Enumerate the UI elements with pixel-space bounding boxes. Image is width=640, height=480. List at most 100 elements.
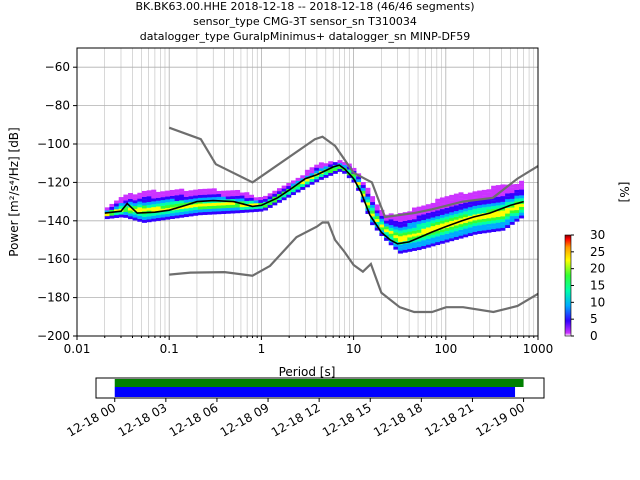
density-cell (509, 192, 515, 197)
density-cell (249, 206, 255, 210)
density-cell (514, 192, 520, 196)
density-cell (290, 189, 296, 193)
density-cell (430, 205, 436, 209)
density-cell (202, 211, 208, 215)
density-cell (244, 200, 250, 204)
density-cell (411, 236, 417, 240)
density-cell (519, 215, 525, 219)
density-cell (393, 217, 399, 221)
density-cell (169, 201, 175, 205)
density-cell (435, 198, 441, 202)
density-cell (123, 200, 129, 204)
density-cell (188, 210, 194, 214)
density-cell (165, 207, 171, 211)
density-cell (146, 190, 152, 194)
density-cell (174, 192, 180, 196)
density-cell (202, 188, 208, 192)
density-cell (174, 197, 180, 202)
density-cell (137, 204, 143, 208)
density-cell (472, 205, 478, 209)
density-cell (128, 198, 133, 202)
density-cell (342, 162, 348, 166)
density-cell (486, 229, 492, 233)
density-cell (267, 196, 273, 200)
density-cell (425, 235, 431, 239)
density-cell (188, 198, 194, 203)
density-cell (356, 179, 362, 183)
density-cell (458, 226, 464, 230)
density-cell (253, 208, 259, 212)
density-cell (309, 175, 315, 179)
density-cell (379, 224, 385, 228)
density-cell (416, 215, 422, 219)
density-cell (402, 226, 408, 230)
density-cell (183, 193, 189, 197)
density-cell (463, 193, 469, 197)
density-cell (216, 190, 222, 195)
density-cell (416, 244, 422, 248)
density-cell (379, 212, 385, 216)
density-cell (123, 197, 129, 201)
density-cell (477, 196, 483, 200)
density-cell (179, 205, 185, 210)
density-cell (411, 224, 417, 228)
density-cell (216, 211, 222, 215)
density-cell (411, 207, 417, 211)
density-cell (309, 173, 315, 177)
density-cell (379, 232, 385, 237)
density-cell (323, 163, 329, 167)
density-cell (505, 224, 511, 229)
density-cell (216, 208, 222, 212)
density-cell (365, 190, 371, 194)
density-cell (314, 164, 320, 168)
density-cell (388, 213, 394, 217)
density-cell (519, 189, 525, 193)
density-cell (165, 193, 171, 197)
density-cell (174, 189, 180, 193)
timeline-tick-label: 12-18 00 (65, 400, 119, 439)
density-cell (407, 222, 413, 226)
density-cell (202, 206, 208, 210)
density-cell (249, 200, 255, 204)
density-cell (393, 243, 399, 247)
density-cell (151, 201, 157, 205)
density-cell (486, 189, 492, 193)
density-cell (151, 198, 157, 202)
density-cell (137, 210, 143, 214)
colorbar-tick-label: 0 (590, 329, 598, 343)
density-cell (458, 206, 464, 210)
colorbar-tick-label: 25 (590, 245, 605, 259)
density-cell (258, 208, 264, 212)
density-cell (477, 222, 483, 226)
density-cell (169, 192, 175, 196)
density-cell (244, 195, 250, 199)
density-cell (491, 205, 497, 209)
density-cell (253, 200, 259, 204)
density-cell (444, 230, 450, 234)
density-cell (267, 204, 273, 208)
density-cell (430, 211, 436, 215)
density-cell (165, 196, 171, 200)
density-cell (365, 199, 371, 203)
density-cell (425, 224, 431, 228)
density-cell (444, 239, 450, 243)
density-cell (500, 198, 506, 202)
density-cell (179, 188, 185, 192)
density-cell (444, 213, 450, 217)
density-cell (202, 197, 208, 201)
density-cell (458, 215, 464, 219)
density-cell (263, 207, 268, 211)
density-cell (435, 233, 441, 237)
density-cell (421, 205, 427, 209)
density-cell (453, 210, 459, 214)
density-cell (132, 194, 138, 198)
density-cell (263, 195, 268, 199)
density-cell (500, 216, 506, 220)
density-cell (505, 216, 511, 220)
density-cell (491, 228, 497, 233)
density-cell (337, 163, 343, 167)
density-cell (411, 221, 417, 226)
density-cell (225, 204, 231, 208)
density-cell (151, 215, 157, 219)
density-cell (183, 199, 189, 203)
